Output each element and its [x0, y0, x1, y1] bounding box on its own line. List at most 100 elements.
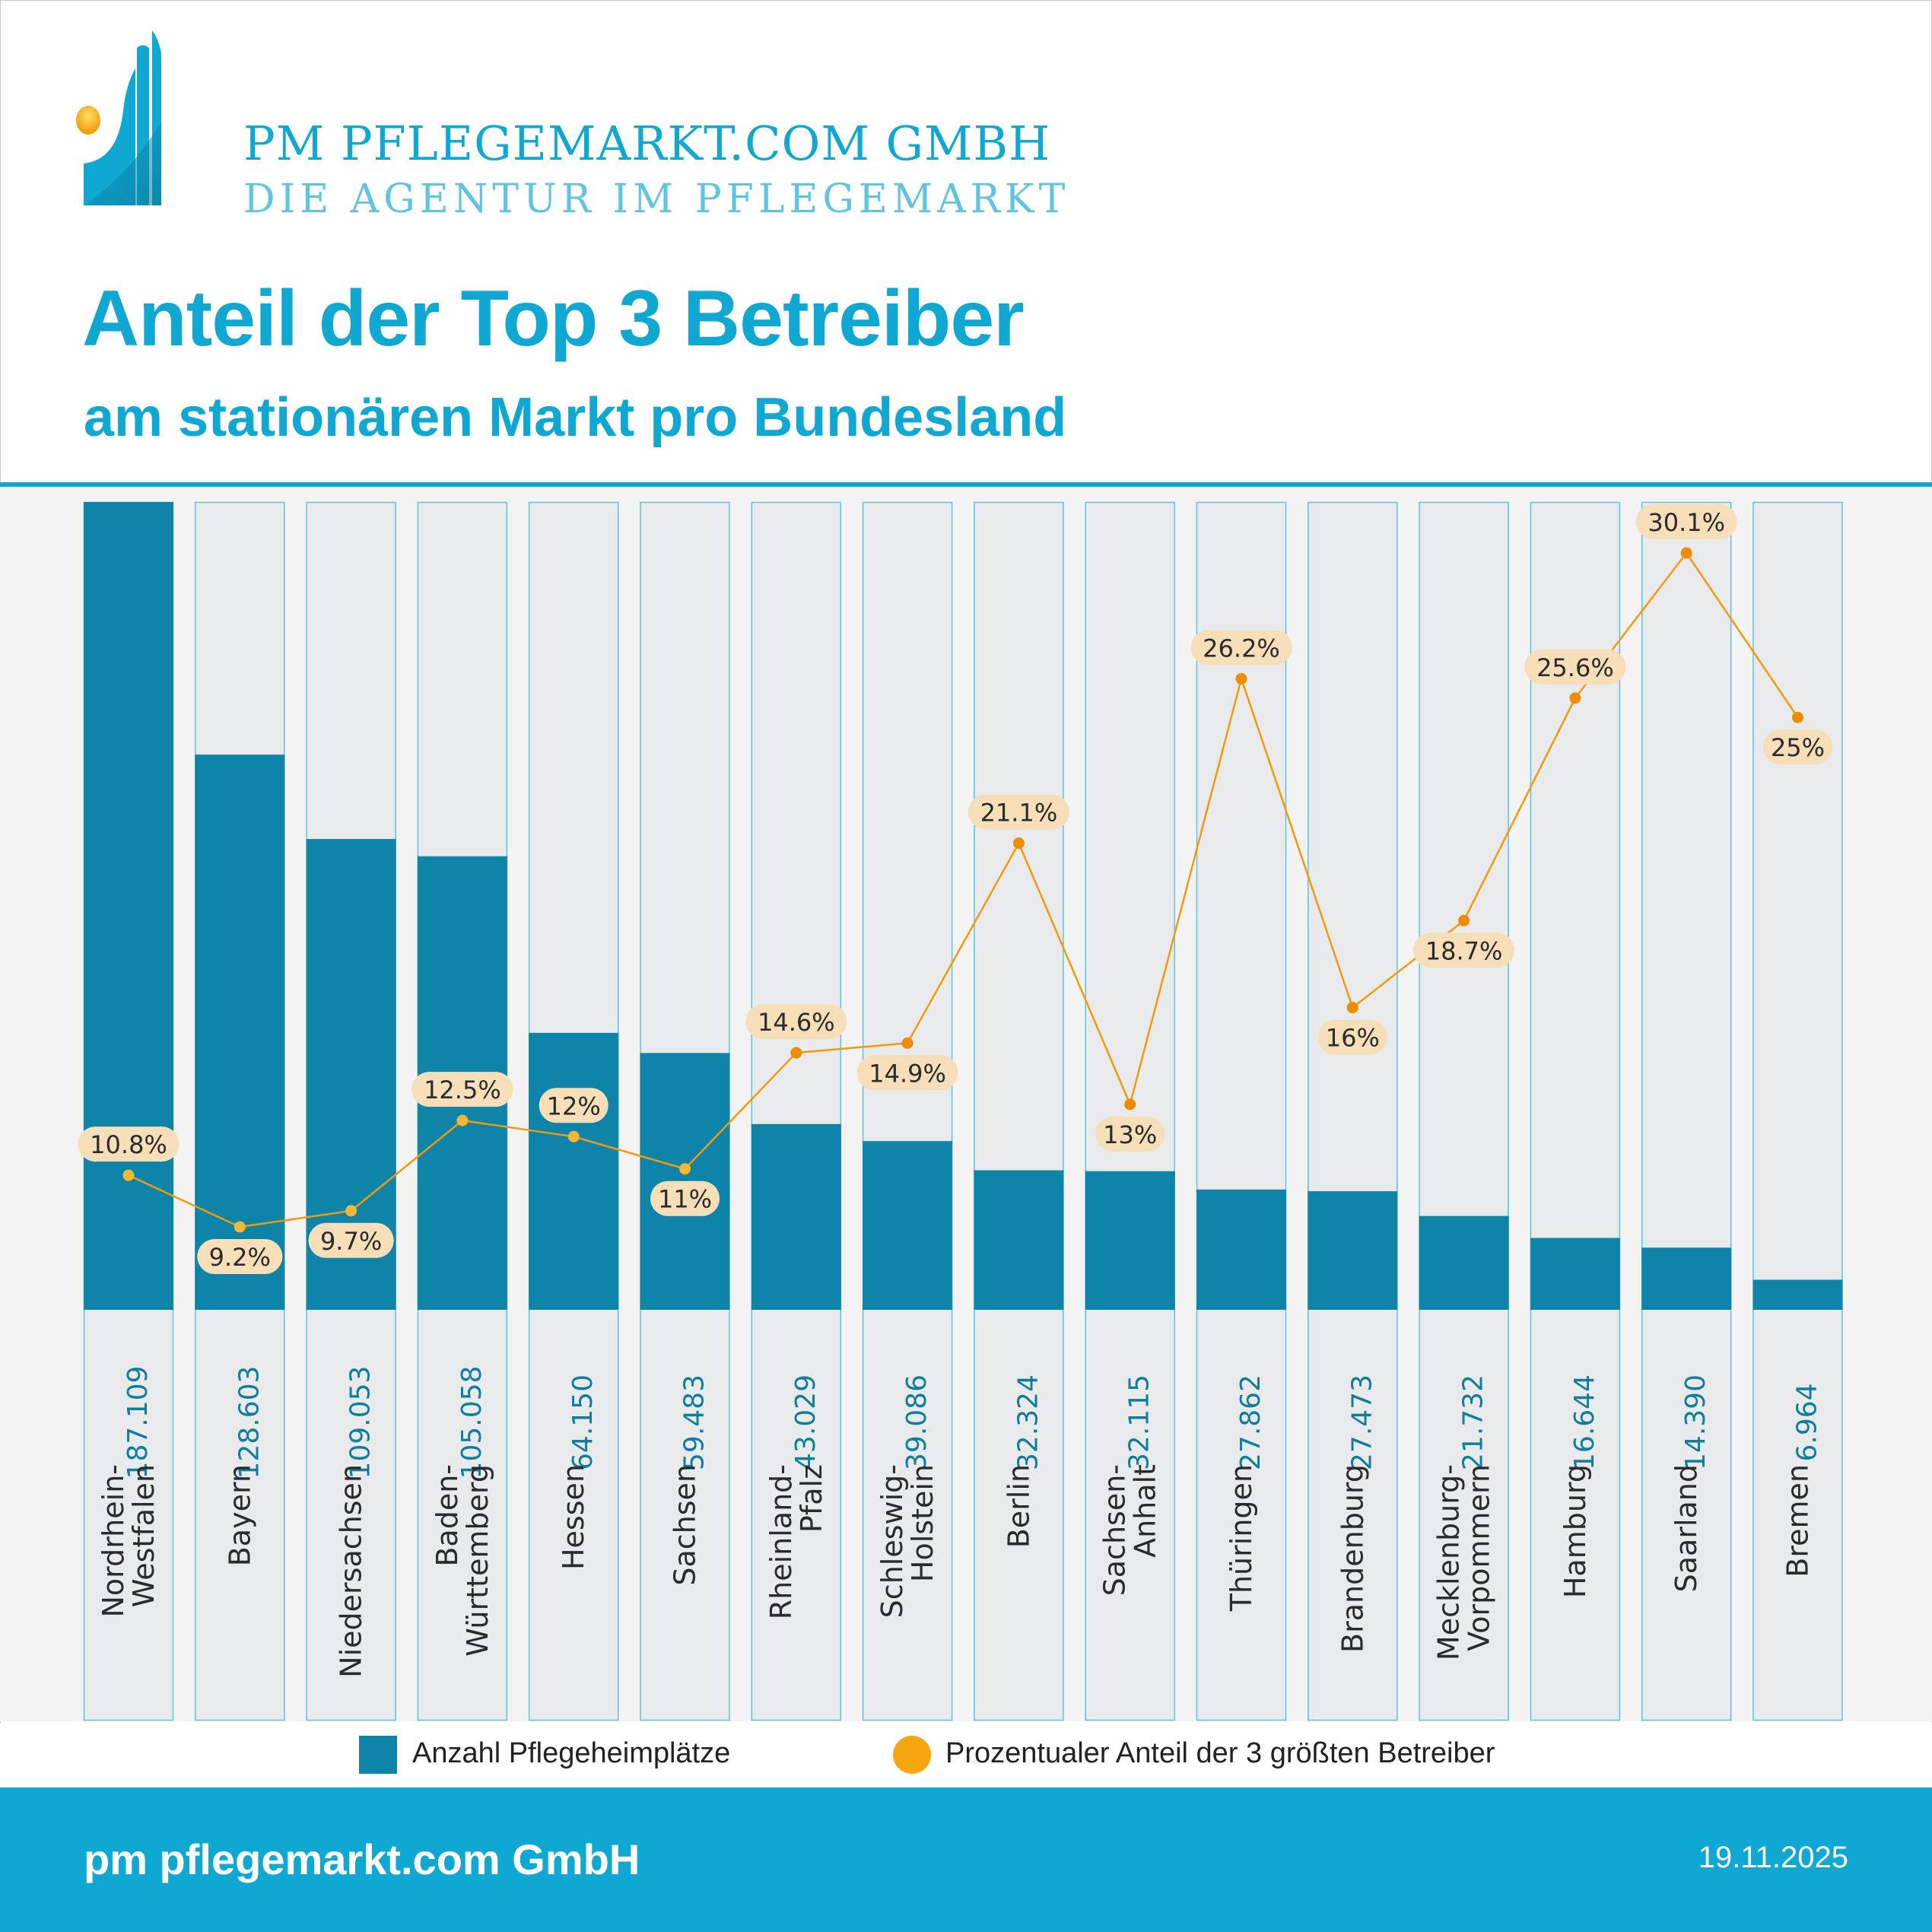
brand-tagline: DIE AGENTUR IM PFLEGEMARKT	[243, 176, 1070, 222]
line-point	[1012, 837, 1025, 850]
category-label: Mecklenburg-Vorpommern	[1432, 1464, 1496, 1660]
bar	[1752, 1279, 1843, 1310]
line-point	[1346, 1002, 1358, 1014]
bar	[195, 755, 285, 1310]
line-point-label: 9.2%	[209, 1243, 271, 1272]
line-point	[901, 1037, 914, 1049]
category-label: Niedersachsen	[335, 1464, 368, 1678]
line-point-label-bg	[78, 1126, 180, 1162]
category-label: Nordrhein-Westfalen	[97, 1464, 160, 1618]
bar	[1308, 1191, 1398, 1310]
line-point	[1569, 692, 1581, 704]
bar-value-label: 6.964	[1792, 1383, 1823, 1461]
bar	[1196, 1189, 1286, 1310]
line-point-label: 16%	[1326, 1024, 1380, 1053]
line-point	[1458, 914, 1470, 926]
category-label: Saarland	[1670, 1464, 1703, 1592]
footer-date: 19.11.2025	[1698, 1841, 1848, 1874]
line-point	[1235, 672, 1247, 685]
line-point	[456, 1114, 469, 1126]
line-point-label-bg	[1413, 933, 1515, 968]
line-point-label: 11%	[658, 1185, 712, 1214]
line-point	[1124, 1098, 1136, 1111]
line-point-label-bg	[1190, 630, 1292, 666]
bar	[974, 1170, 1064, 1310]
line-point-label: 12%	[547, 1092, 601, 1120]
line-point	[679, 1163, 691, 1175]
line-point-label-bg	[650, 1180, 720, 1216]
bar-track	[1752, 501, 1843, 1721]
bar-value-label: 21.732	[1458, 1374, 1489, 1470]
bar-track	[1196, 501, 1287, 1721]
chart-subtitle: am stationären Markt pro Bundesland	[84, 387, 1067, 448]
line-point-label: 21.1%	[980, 799, 1058, 828]
line-point-label-bg	[539, 1088, 609, 1123]
category-label: Sachsen-Anhalt	[1098, 1464, 1162, 1596]
bar-value-label: 187.109	[122, 1366, 154, 1479]
category-label: Bayern	[223, 1464, 256, 1566]
line-point-label: 25%	[1771, 733, 1825, 762]
line-point	[1680, 547, 1692, 559]
line-point-label-bg	[856, 1055, 958, 1091]
bar-value-label: 105.058	[456, 1366, 488, 1479]
bar	[1419, 1215, 1509, 1310]
bar-track	[974, 501, 1064, 1721]
line-point	[790, 1047, 802, 1059]
line-point-label-bg	[745, 1004, 847, 1040]
bar	[863, 1141, 953, 1310]
bar-track	[862, 501, 953, 1721]
legend-line-label: Prozentualer Anteil der 3 größten Betrei…	[945, 1737, 1495, 1769]
bar-value-label: 32.324	[1012, 1374, 1044, 1470]
category-label: Sachsen	[669, 1464, 702, 1586]
line-point	[234, 1221, 246, 1233]
line-point-label-bg	[1524, 649, 1626, 685]
bar	[84, 502, 173, 1310]
brand-name: PM PFLEGEMARKT.COM GMBH	[243, 116, 1051, 171]
company-logo-icon	[76, 30, 161, 205]
line-point-label-bg	[968, 794, 1069, 830]
bar-value-label: 128.603	[234, 1366, 265, 1479]
bar-track	[1419, 501, 1509, 1721]
legend	[0, 1723, 1932, 1787]
line-point-label-bg	[308, 1222, 394, 1258]
bar-value-label: 64.150	[567, 1374, 599, 1470]
bar-value-label: 27.473	[1346, 1374, 1378, 1470]
bar-value-label: 43.029	[790, 1374, 821, 1470]
line-point-label-bg	[1763, 729, 1832, 765]
category-label: Hessen	[557, 1464, 590, 1570]
bar-value-label: 16.644	[1569, 1374, 1600, 1470]
bar-value-label: 27.862	[1235, 1374, 1266, 1470]
bar-value-label: 32.115	[1124, 1374, 1155, 1470]
legend-bar-label: Anzahl Pflegeheimplätze	[412, 1737, 731, 1769]
bar-value-label: 39.086	[901, 1374, 933, 1470]
line-point-label-bg	[1635, 504, 1737, 539]
line-point-label: 18.7%	[1425, 936, 1503, 965]
line-point	[1792, 711, 1803, 723]
line-point-label: 25.6%	[1536, 653, 1614, 682]
line-point-label: 12.5%	[424, 1076, 501, 1104]
line-point	[567, 1130, 580, 1142]
category-label: Thüringen	[1225, 1464, 1258, 1612]
line-point-label-bg	[1317, 1019, 1387, 1055]
category-label: Bremen	[1781, 1464, 1815, 1578]
line-point-label: 9.7%	[320, 1227, 382, 1256]
line-point	[345, 1205, 357, 1217]
bar-value-label: 14.390	[1680, 1374, 1711, 1470]
bar	[1085, 1171, 1175, 1310]
legend-line-swatch	[893, 1736, 931, 1774]
bar-track	[1085, 501, 1175, 1721]
line-point-label-bg	[412, 1072, 513, 1107]
bar-value-label: 109.053	[345, 1366, 377, 1479]
line-point	[122, 1169, 135, 1181]
line-point-label: 30.1%	[1648, 508, 1725, 537]
bar-track	[1641, 501, 1732, 1721]
legend-bar-swatch	[359, 1736, 397, 1774]
bar-track	[751, 501, 842, 1721]
bar	[1641, 1247, 1732, 1310]
category-label: Berlin	[1002, 1464, 1035, 1548]
bar-value-label: 59.483	[679, 1374, 710, 1470]
line-point-label: 10.8%	[90, 1130, 167, 1159]
bar	[1530, 1238, 1620, 1310]
line-point-label-bg	[1095, 1116, 1165, 1152]
